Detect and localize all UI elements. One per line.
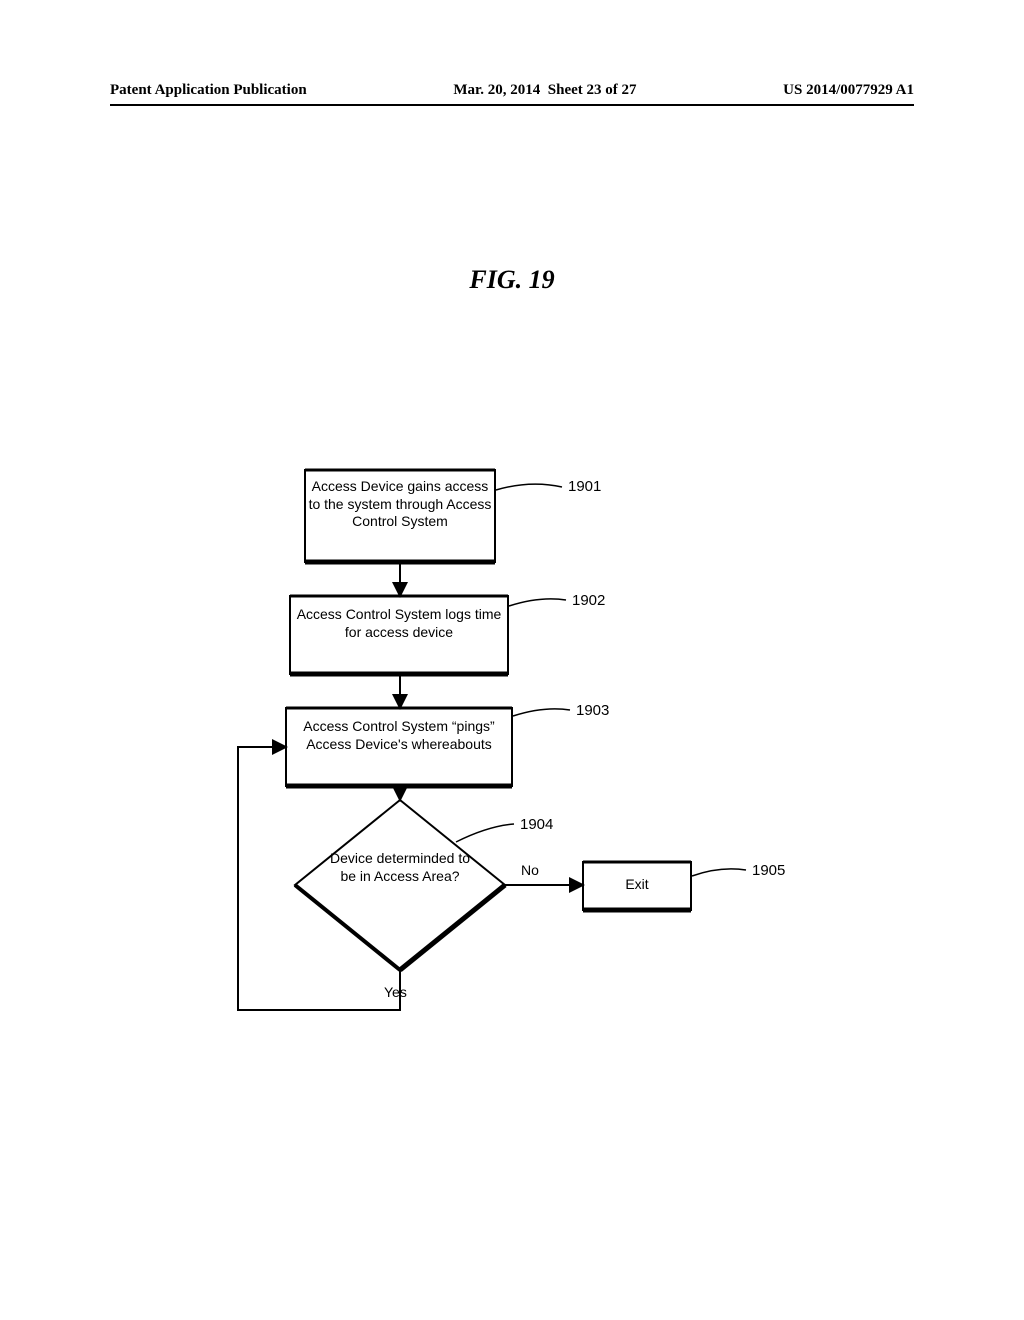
leader-1905 [692, 869, 746, 876]
ref-1905: 1905 [752, 862, 785, 879]
node-1904-text: Device determinded to be in Access Area? [325, 850, 475, 885]
edge-label-no: No [521, 862, 539, 878]
edge-label-yes: Yes [384, 984, 407, 1000]
ref-1903: 1903 [576, 702, 609, 719]
ref-1904: 1904 [520, 816, 553, 833]
node-1903-text: Access Control System “pings” Access Dev… [286, 718, 512, 753]
node-1904 [295, 800, 505, 970]
node-1901-text: Access Device gains access to the system… [305, 478, 495, 531]
leader-1902 [509, 599, 566, 606]
node-1902-text: Access Control System logs time for acce… [290, 606, 508, 641]
page: Patent Application Publication Mar. 20, … [0, 0, 1024, 1320]
node-1905-text: Exit [583, 876, 691, 894]
ref-1901: 1901 [568, 478, 601, 495]
leader-1903 [513, 709, 570, 716]
leader-1904 [456, 824, 514, 842]
leader-1901 [496, 484, 562, 490]
ref-1902: 1902 [572, 592, 605, 609]
flowchart-svg [0, 0, 1024, 1320]
